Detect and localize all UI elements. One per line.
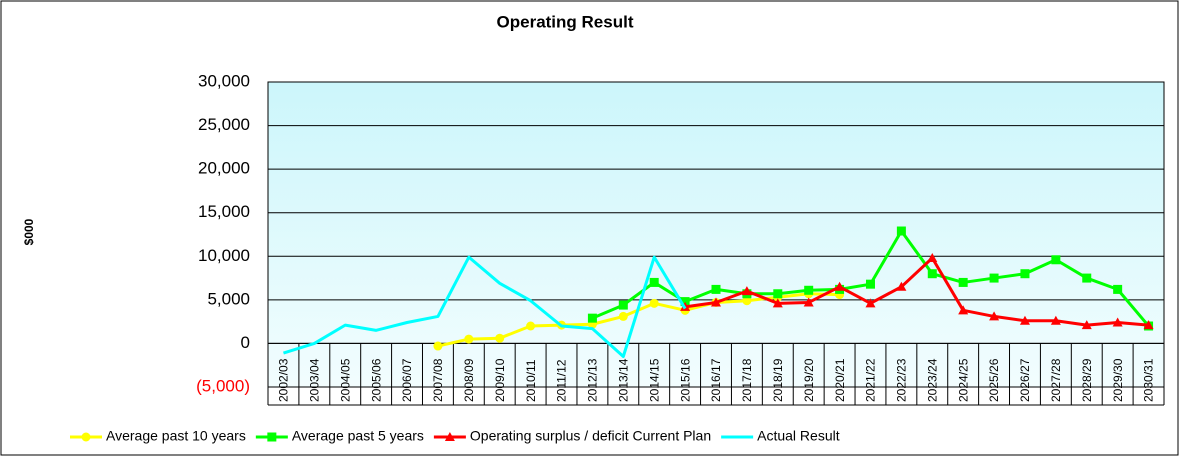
marker	[896, 281, 907, 291]
y-tick-label: 30,000	[198, 71, 250, 90]
y-tick-label: 10,000	[198, 246, 250, 265]
marker	[896, 226, 906, 236]
legend-label: Average past 5 years	[292, 428, 424, 444]
marker	[1112, 317, 1123, 327]
x-tick-label: 2024/25	[956, 358, 970, 402]
marker	[742, 296, 752, 306]
y-axis-label: $000	[22, 218, 36, 245]
x-tick-label: 2019/20	[802, 358, 816, 402]
x-tick-label: 2022/23	[895, 358, 909, 402]
marker	[773, 289, 783, 299]
series-line	[684, 256, 1149, 327]
marker	[1082, 273, 1092, 283]
series-line	[283, 255, 687, 358]
marker	[1019, 315, 1030, 325]
marker	[741, 286, 752, 296]
marker	[804, 285, 814, 295]
x-tick-label: 2013/14	[616, 358, 630, 402]
legend-label: Operating surplus / deficit Current Plan	[470, 428, 711, 444]
marker	[711, 284, 721, 294]
marker	[464, 334, 474, 344]
x-tick-label: 2004/05	[338, 358, 352, 402]
x-tick-label: 2003/04	[308, 358, 322, 402]
marker	[927, 253, 938, 263]
x-tick-label: 2007/08	[431, 358, 445, 402]
marker	[989, 311, 1000, 321]
chart-title: Operating Result	[497, 12, 634, 31]
marker	[958, 305, 969, 315]
marker	[618, 300, 628, 310]
x-tick-label: 2021/22	[864, 358, 878, 402]
marker	[1113, 284, 1123, 294]
x-tick-label: 2005/06	[369, 358, 383, 402]
marker	[680, 297, 690, 307]
x-tick-label: 2027/28	[1049, 358, 1063, 402]
x-tick-label: 2028/29	[1080, 358, 1094, 402]
marker	[803, 297, 814, 307]
x-tick-label: 2017/18	[740, 358, 754, 402]
x-tick-label: 2006/07	[400, 358, 414, 402]
x-tick-label: 2018/19	[771, 358, 785, 402]
marker	[1020, 269, 1030, 279]
x-tick-label: 2026/27	[1018, 358, 1032, 402]
marker	[1143, 320, 1154, 330]
x-tick-label: 2012/13	[586, 358, 600, 402]
y-tick-label: 15,000	[198, 202, 250, 221]
marker	[526, 321, 536, 331]
marker	[495, 333, 505, 343]
marker	[958, 277, 968, 287]
y-tick-label: (5,000)	[196, 376, 250, 395]
marker	[927, 269, 937, 279]
marker	[618, 311, 628, 321]
marker	[433, 341, 443, 351]
marker	[1051, 255, 1061, 265]
marker	[865, 298, 876, 308]
marker	[1081, 320, 1092, 330]
x-tick-label: 2023/24	[925, 358, 939, 402]
y-tick-label: 20,000	[198, 159, 250, 178]
marker	[834, 281, 845, 291]
marker	[649, 298, 659, 308]
marker	[711, 297, 721, 307]
legend-marker	[267, 432, 277, 442]
marker	[587, 313, 597, 323]
x-tick-label: 2014/15	[647, 358, 661, 402]
plot-area	[267, 81, 1165, 388]
x-tick-label: 2025/26	[987, 358, 1001, 402]
x-tick-label: 2020/21	[833, 358, 847, 402]
x-tick-label: 2029/30	[1111, 358, 1125, 402]
x-tick-label: 2016/17	[709, 358, 723, 402]
legend-label: Actual Result	[757, 428, 840, 444]
marker	[865, 279, 875, 289]
marker	[989, 273, 999, 283]
legend: Average past 10 years Average past 5 year…	[70, 428, 840, 444]
x-tick-label: 2011/12	[555, 359, 569, 402]
x-tick-label: 2009/10	[493, 358, 507, 402]
marker	[649, 277, 659, 287]
y-tick-label: 0	[241, 333, 250, 352]
x-tick-label: 2008/09	[462, 358, 476, 402]
legend-marker	[81, 432, 91, 442]
x-tick-label: 2002/03	[277, 358, 291, 402]
marker	[772, 298, 783, 308]
legend-label: Average past 10 years	[106, 428, 246, 444]
y-tick-label: 25,000	[198, 115, 250, 134]
x-tick-label: 2010/11	[524, 359, 538, 402]
x-tick-label: 2015/16	[678, 358, 692, 402]
marker	[1050, 315, 1061, 325]
y-tick-label: 5,000	[207, 289, 250, 308]
legend-marker	[444, 432, 455, 441]
x-tick-label: 2030/31	[1142, 358, 1156, 402]
